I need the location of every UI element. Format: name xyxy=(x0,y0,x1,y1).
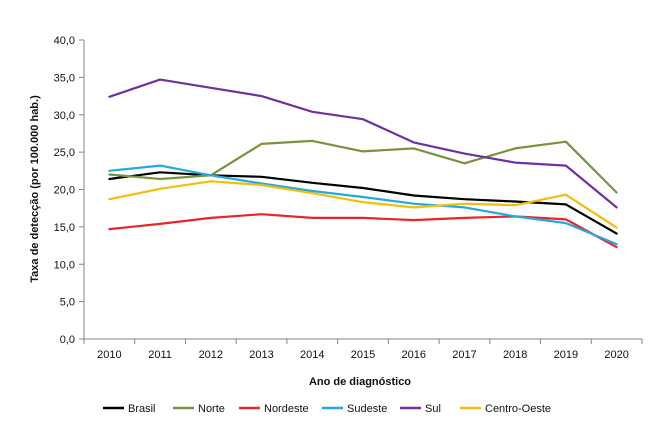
x-tick-label: 2017 xyxy=(452,349,476,361)
legend-item: Brasil xyxy=(103,403,156,415)
y-tick-label: 15,0 xyxy=(54,222,75,234)
legend: Brasil Norte Nordeste Sudeste Sul Centro-Oest… xyxy=(103,403,551,415)
legend-label: Brasil xyxy=(128,403,156,415)
series-line-norte xyxy=(108,139,618,194)
y-tick-label: 40,0 xyxy=(54,35,75,47)
legend-label: Nordeste xyxy=(264,403,309,415)
y-axis-title: Taxa de detecção (por 100.000 hab.) xyxy=(29,95,41,283)
x-tick-label: 2018 xyxy=(503,349,527,361)
y-tick-label: 20,0 xyxy=(54,185,75,197)
legend-item: Norte xyxy=(173,403,225,415)
series-line-centro-oeste xyxy=(108,180,618,229)
y-tick-label: 30,0 xyxy=(54,110,75,122)
legend-item: Nordeste xyxy=(239,403,309,415)
x-tick-label: 2019 xyxy=(554,349,578,361)
legend-item: Sul xyxy=(400,403,441,415)
y-tick-label: 35,0 xyxy=(54,72,75,84)
legend-label: Centro-Oeste xyxy=(485,403,551,415)
legend-label: Sudeste xyxy=(347,403,387,415)
x-tick-label: 2014 xyxy=(300,349,324,361)
legend-item: Centro-Oeste xyxy=(460,403,551,415)
x-axis-title: Ano de diagnóstico xyxy=(309,376,411,388)
x-tick-label: 2011 xyxy=(148,349,172,361)
y-axis: 0,0 5,0 10,0 15,0 20,0 25,0 30,0 35,0 40,0 xyxy=(54,35,85,346)
series-line-sudeste xyxy=(108,164,618,246)
x-tick-label: 2012 xyxy=(199,349,223,361)
series-layer xyxy=(108,78,618,249)
x-tick-label: 2010 xyxy=(97,349,121,361)
series-line-nordeste xyxy=(108,213,618,249)
y-tick-label: 25,0 xyxy=(54,147,75,159)
y-tick-label: 5,0 xyxy=(60,297,75,309)
x-tick-label: 2015 xyxy=(351,349,375,361)
y-tick-label: 0,0 xyxy=(60,334,75,346)
x-axis: 2010 2011 2012 2013 2014 2015 2016 2017 2018 2019… xyxy=(83,338,643,361)
series-line-sul xyxy=(108,78,618,209)
x-tick-label: 2013 xyxy=(249,349,273,361)
x-tick-label: 2020 xyxy=(604,349,628,361)
x-tick-label: 2016 xyxy=(401,349,425,361)
legend-label: Norte xyxy=(198,403,225,415)
legend-label: Sul xyxy=(425,403,441,415)
legend-item: Sudeste xyxy=(322,403,387,415)
y-tick-label: 10,0 xyxy=(54,259,75,271)
